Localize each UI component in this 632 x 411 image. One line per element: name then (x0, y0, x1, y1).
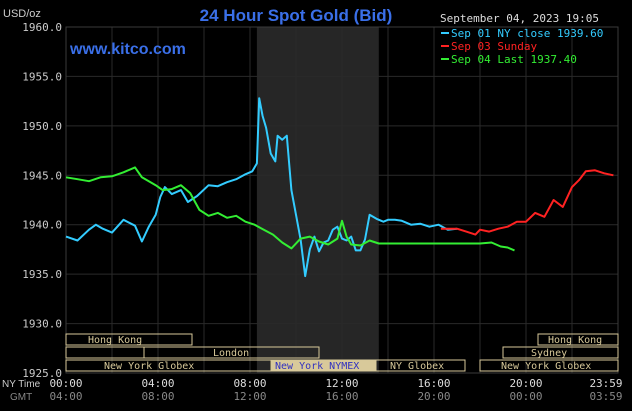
y-tick-label: 1945.0 (22, 169, 62, 182)
x-tick-label-gmt: 12:00 (233, 390, 266, 403)
x-tick-label-ny: 04:00 (141, 377, 174, 390)
session-label: NY Globex (390, 361, 444, 372)
y-tick-label: 1940.0 (22, 219, 62, 232)
legend-item: Sep 01 NY close 1939.60 (451, 27, 603, 40)
x-tick-label-ny: 20:00 (509, 377, 542, 390)
gmt-label: GMT (10, 392, 32, 403)
highlight-region (256, 27, 379, 373)
x-tick-label-ny: 23:59 (589, 377, 622, 390)
x-tick-label-gmt: 16:00 (325, 390, 358, 403)
session-label: Hong Kong (548, 335, 602, 346)
session-london (143, 346, 320, 359)
timestamp: September 04, 2023 19:05 (440, 12, 599, 25)
x-axis-ticks: 00:0004:0004:0008:0008:0012:0012:0016:00… (49, 377, 622, 403)
session-label: London (213, 348, 249, 359)
y-tick-label: 1935.0 (22, 268, 62, 281)
series-line-1 (65, 97, 458, 278)
chart-title: 24 Hour Spot Gold (Bid) (200, 6, 393, 25)
ny-time-label: NY Time (2, 379, 41, 390)
session-hong-kong-left (65, 333, 193, 346)
site-watermark: www.kitco.com (69, 41, 186, 58)
session-sydney (502, 346, 619, 359)
series-line-2 (440, 169, 614, 236)
grid (65, 26, 619, 374)
unit-label: USD/oz (3, 8, 41, 20)
session-ny-globex-right (479, 359, 619, 372)
series-line-3 (65, 166, 515, 252)
x-tick-label-ny: 16:00 (417, 377, 450, 390)
x-tick-label-ny: 00:00 (49, 377, 82, 390)
plot-border (65, 26, 619, 374)
x-tick-label-gmt: 03:59 (589, 390, 622, 403)
x-tick-label-gmt: 20:00 (417, 390, 450, 403)
y-tick-label: 1930.0 (22, 318, 62, 331)
y-tick-label: 1955.0 (22, 70, 62, 83)
y-tick-label: 1925.0 (22, 367, 62, 380)
legend-item: Sep 04 Last 1937.40 (451, 53, 577, 66)
x-tick-label-gmt: 08:00 (141, 390, 174, 403)
session-label: New York Globex (501, 361, 591, 372)
x-tick-label-gmt: 00:00 (509, 390, 542, 403)
session-label: New York NYMEX (275, 361, 359, 372)
x-tick-label-gmt: 04:00 (49, 390, 82, 403)
session-label: New York Globex (104, 361, 194, 372)
session-label: Hong Kong (88, 335, 142, 346)
y-tick-label: 1950.0 (22, 120, 62, 133)
series-layer (65, 97, 614, 278)
session-hong-kong-right (537, 333, 619, 346)
market-sessions: Hong Kong Hong Kong London Sydney New Yo… (65, 333, 619, 372)
legend-item: Sep 03 Sunday (451, 40, 537, 53)
session-label: Sydney (531, 348, 567, 359)
y-axis-ticks: 1960.0 1955.0 1950.0 1945.0 1940.0 1935.0 1930… (22, 21, 62, 380)
y-tick-label: 1960.0 (22, 21, 62, 34)
session-ny-globex-2 (375, 359, 466, 372)
x-tick-label-ny: 12:00 (325, 377, 358, 390)
x-tick-label-ny: 08:00 (233, 377, 266, 390)
